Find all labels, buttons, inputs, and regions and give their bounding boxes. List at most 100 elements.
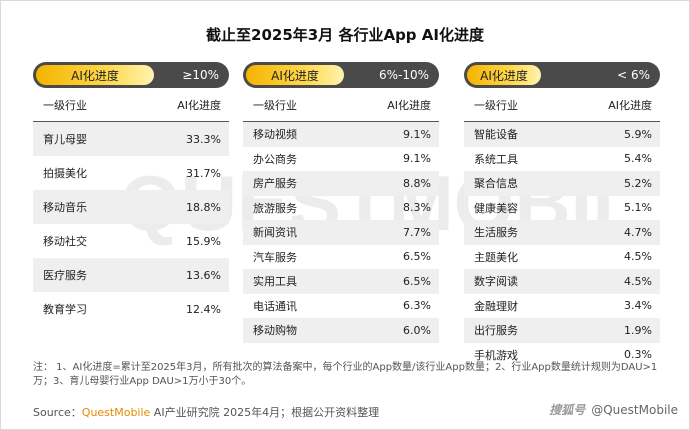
industry-name: 新闻资讯	[253, 226, 297, 240]
table-row: 房产服务 8.8%	[243, 171, 439, 196]
industry-name: 电话通讯	[253, 299, 297, 313]
range-badge: AI化进度	[36, 65, 154, 85]
ai-progress-value: 18.8%	[186, 200, 221, 214]
table-row: 系统工具 5.4%	[464, 147, 660, 172]
table-body: 育儿母婴 33.3% 拍摄美化 31.7% 移动音乐 18.8% 移动社交 15.9% 医疗服务…	[33, 122, 229, 326]
table-row: 健康美容 5.1%	[464, 196, 660, 221]
table-row: 手机游戏 0.3%	[464, 343, 660, 368]
ai-progress-value: 4.7%	[624, 225, 652, 239]
ai-progress-value: 4.5%	[624, 274, 652, 288]
footnote: 注： 1、AI化进度=累计至2025年3月，所有批次的算法备案中，每个行业的Ap…	[33, 362, 658, 387]
table-row: 移动音乐 18.8%	[33, 190, 229, 224]
col-header-industry: 一级行业	[43, 99, 87, 112]
publisher-handle: @QuestMobile	[591, 402, 678, 417]
publisher-logo: 搜狐号 @QuestMobile	[549, 401, 678, 418]
ai-progress-value: 6.3%	[403, 299, 431, 313]
table-row: 移动购物 6.0%	[243, 318, 439, 343]
range-badge: AI化进度	[246, 65, 344, 85]
industry-name: 移动音乐	[43, 201, 87, 214]
sohu-logo-mark: 搜狐号	[549, 403, 586, 417]
industry-name: 主题美化	[474, 250, 518, 264]
table-row: 聚合信息 5.2%	[464, 171, 660, 196]
col-header-progress: AI化进度	[387, 99, 431, 112]
industry-name: 移动视频	[253, 128, 297, 142]
ai-progress-value: 8.3%	[403, 201, 431, 215]
range-label: < 6%	[617, 68, 650, 82]
ai-progress-value: 6.5%	[403, 274, 431, 288]
ai-progress-value: 1.9%	[624, 323, 652, 337]
col-header-progress: AI化进度	[177, 99, 221, 112]
industry-name: 数字阅读	[474, 275, 518, 289]
industry-name: 系统工具	[474, 152, 518, 166]
table-header: 一级行业 AI化进度	[33, 90, 229, 122]
ai-progress-value: 5.4%	[624, 152, 652, 166]
table-header: 一级行业 AI化进度	[464, 90, 660, 122]
panel-high: AI化进度 ≥10% 一级行业 AI化进度 育儿母婴 33.3% 拍摄美化 31.7%…	[33, 62, 229, 326]
ai-progress-value: 33.3%	[186, 132, 221, 146]
ai-progress-value: 6.5%	[403, 250, 431, 264]
industry-name: 汽车服务	[253, 250, 297, 264]
industry-name: 生活服务	[474, 226, 518, 240]
table-row: 育儿母婴 33.3%	[33, 122, 229, 156]
ai-progress-value: 4.5%	[624, 250, 652, 264]
ai-progress-value: 7.7%	[403, 225, 431, 239]
ai-progress-value: 9.1%	[403, 152, 431, 166]
industry-name: 育儿母婴	[43, 133, 87, 146]
table-row: 移动视频 9.1%	[243, 122, 439, 147]
table-row: 医疗服务 13.6%	[33, 258, 229, 292]
industry-name: 出行服务	[474, 324, 518, 338]
industry-name: 健康美容	[474, 201, 518, 215]
industry-name: 智能设备	[474, 128, 518, 142]
chart-title: 截止至2025年3月 各行业App AI化进度	[206, 26, 484, 44]
source-line: Source：QuestMobile AI产业研究院 2025年4月；根据公开资…	[33, 404, 379, 420]
ai-progress-value: 13.6%	[186, 268, 221, 282]
industry-name: 实用工具	[253, 275, 297, 289]
ai-progress-value: 15.9%	[186, 234, 221, 248]
ai-progress-value: 3.4%	[624, 299, 652, 313]
range-pill: AI化进度 6%-10%	[243, 62, 439, 88]
range-label: ≥10%	[182, 68, 219, 82]
industry-name: 办公商务	[253, 152, 297, 166]
table-row: 新闻资讯 7.7%	[243, 220, 439, 245]
range-pill: AI化进度 < 6%	[464, 62, 660, 88]
table-row: 汽车服务 6.5%	[243, 245, 439, 270]
table-row: 数字阅读 4.5%	[464, 269, 660, 294]
table-row: 拍摄美化 31.7%	[33, 156, 229, 190]
ai-progress-value: 5.2%	[624, 176, 652, 190]
table-row: 生活服务 4.7%	[464, 220, 660, 245]
col-header-industry: 一级行业	[474, 99, 518, 112]
industry-name: 旅游服务	[253, 201, 297, 215]
col-header-progress: AI化进度	[608, 99, 652, 112]
ai-progress-value: 12.4%	[186, 302, 221, 316]
table-body: 移动视频 9.1% 办公商务 9.1% 房产服务 8.8% 旅游服务 8.3% 新闻资讯 7.7%…	[243, 122, 439, 343]
ai-progress-value: 0.3%	[624, 348, 652, 362]
industry-name: 教育学习	[43, 303, 87, 316]
range-badge: AI化进度	[467, 65, 541, 85]
industry-name: 聚合信息	[474, 177, 518, 191]
ai-progress-value: 9.1%	[403, 127, 431, 141]
range-pill: AI化进度 ≥10%	[33, 62, 229, 88]
col-header-industry: 一级行业	[253, 99, 297, 112]
table-row: 办公商务 9.1%	[243, 147, 439, 172]
industry-name: 拍摄美化	[43, 167, 87, 180]
table-row: 实用工具 6.5%	[243, 269, 439, 294]
table-row: 电话通讯 6.3%	[243, 294, 439, 319]
industry-name: 移动社交	[43, 235, 87, 248]
source-label: Source：	[33, 406, 82, 419]
industry-name: 医疗服务	[43, 269, 87, 282]
ai-progress-value: 5.1%	[624, 201, 652, 215]
table-row: 金融理财 3.4%	[464, 294, 660, 319]
table-row: 教育学习 12.4%	[33, 292, 229, 326]
industry-name: 房产服务	[253, 177, 297, 191]
panel-low: AI化进度 < 6% 一级行业 AI化进度 智能设备 5.9% 系统工具 5.4% 聚合…	[464, 62, 660, 367]
table-row: 智能设备 5.9%	[464, 122, 660, 147]
range-label: 6%-10%	[378, 68, 429, 82]
source-rest: AI产业研究院 2025年4月；根据公开资料整理	[150, 406, 380, 419]
ai-progress-value: 5.9%	[624, 127, 652, 141]
table-row: 主题美化 4.5%	[464, 245, 660, 270]
table-row: 旅游服务 8.3%	[243, 196, 439, 221]
panel-mid: AI化进度 6%-10% 一级行业 AI化进度 移动视频 9.1% 办公商务 9.1%…	[243, 62, 439, 343]
table-row: 出行服务 1.9%	[464, 318, 660, 343]
ai-progress-value: 31.7%	[186, 166, 221, 180]
table-body: 智能设备 5.9% 系统工具 5.4% 聚合信息 5.2% 健康美容 5.1% 生活服务 4.7%…	[464, 122, 660, 367]
